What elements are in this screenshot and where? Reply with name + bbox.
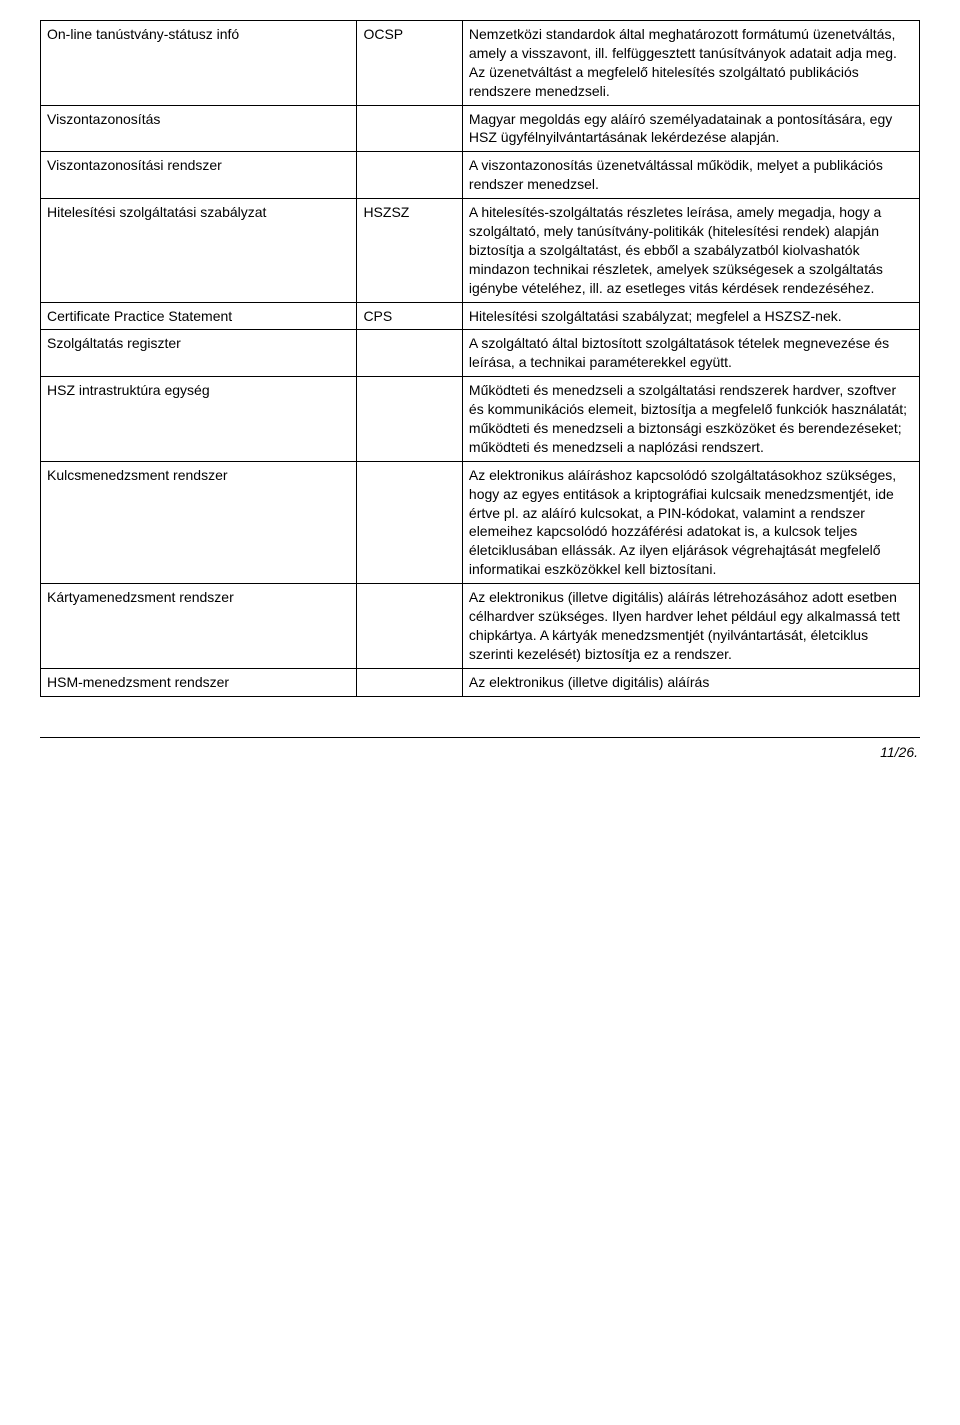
- desc-cell: A szolgáltató által biztosított szolgált…: [462, 330, 919, 377]
- footer-separator: [40, 737, 920, 738]
- table-row: HSM-menedzsment rendszer Az elektronikus…: [41, 668, 920, 696]
- abbr-cell: [357, 377, 462, 462]
- table-row: Viszontazonosítás Magyar megoldás egy al…: [41, 105, 920, 152]
- table-row: On-line tanústvány-státusz infó OCSP Nem…: [41, 21, 920, 106]
- definitions-table: On-line tanústvány-státusz infó OCSP Nem…: [40, 20, 920, 697]
- table-row: Kártyamenedzsment rendszer Az elektronik…: [41, 584, 920, 669]
- table-row: HSZ intrastruktúra egység Működteti és m…: [41, 377, 920, 462]
- desc-cell: Működteti és menedzseli a szolgáltatási …: [462, 377, 919, 462]
- table-row: Viszontazonosítási rendszer A viszontazo…: [41, 152, 920, 199]
- table-row: Certificate Practice Statement CPS Hitel…: [41, 302, 920, 330]
- table-row: Szolgáltatás regiszter A szolgáltató ált…: [41, 330, 920, 377]
- term-cell: HSM-menedzsment rendszer: [41, 668, 357, 696]
- abbr-cell: [357, 668, 462, 696]
- term-cell: On-line tanústvány-státusz infó: [41, 21, 357, 106]
- abbr-cell: CPS: [357, 302, 462, 330]
- term-cell: Kártyamenedzsment rendszer: [41, 584, 357, 669]
- abbr-cell: OCSP: [357, 21, 462, 106]
- term-cell: Hitelesítési szolgáltatási szabályzat: [41, 199, 357, 302]
- term-cell: Certificate Practice Statement: [41, 302, 357, 330]
- desc-cell: Nemzetközi standardok által meghatározot…: [462, 21, 919, 106]
- table-row: Hitelesítési szolgáltatási szabályzat HS…: [41, 199, 920, 302]
- desc-cell: Magyar megoldás egy aláíró személyadatai…: [462, 105, 919, 152]
- page-number: 11/26.: [40, 744, 920, 760]
- desc-cell: A viszontazonosítás üzenetváltással műkö…: [462, 152, 919, 199]
- term-cell: Kulcsmenedzsment rendszer: [41, 461, 357, 583]
- desc-cell: Az elektronikus (illetve digitális) aláí…: [462, 668, 919, 696]
- abbr-cell: [357, 330, 462, 377]
- abbr-cell: [357, 105, 462, 152]
- table-body: On-line tanústvány-státusz infó OCSP Nem…: [41, 21, 920, 697]
- abbr-cell: [357, 461, 462, 583]
- term-cell: Viszontazonosítási rendszer: [41, 152, 357, 199]
- desc-cell: Az elektronikus aláíráshoz kapcsolódó sz…: [462, 461, 919, 583]
- table-row: Kulcsmenedzsment rendszer Az elektroniku…: [41, 461, 920, 583]
- abbr-cell: [357, 584, 462, 669]
- term-cell: Viszontazonosítás: [41, 105, 357, 152]
- desc-cell: Hitelesítési szolgáltatási szabályzat; m…: [462, 302, 919, 330]
- desc-cell: Az elektronikus (illetve digitális) aláí…: [462, 584, 919, 669]
- term-cell: HSZ intrastruktúra egység: [41, 377, 357, 462]
- abbr-cell: [357, 152, 462, 199]
- abbr-cell: HSZSZ: [357, 199, 462, 302]
- term-cell: Szolgáltatás regiszter: [41, 330, 357, 377]
- desc-cell: A hitelesítés-szolgáltatás részletes leí…: [462, 199, 919, 302]
